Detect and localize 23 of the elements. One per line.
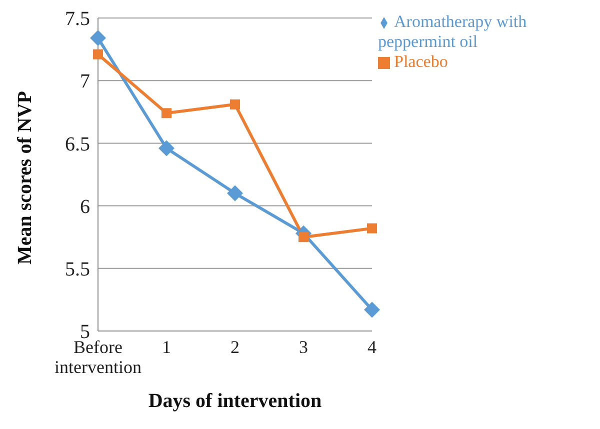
- y-tick-label: 6: [80, 196, 90, 218]
- y-axis-title: Mean scores of NVP: [14, 91, 36, 264]
- y-tick-label: 5.5: [65, 258, 90, 280]
- point: [162, 108, 172, 118]
- x-tick-label: 3: [299, 337, 308, 357]
- point: [230, 99, 240, 110]
- point: [367, 223, 377, 234]
- point: [364, 302, 380, 318]
- legend-label: Aromatherapy with peppermint oil: [378, 12, 527, 51]
- x-tick-label: Before intervention: [54, 337, 142, 377]
- y-tick-label: 7.5: [65, 8, 90, 30]
- x-tick-label: 2: [230, 337, 240, 357]
- x-tick-label: 1: [162, 337, 171, 357]
- point: [227, 185, 243, 202]
- y-tick-label: 7: [80, 70, 90, 93]
- legend-label: Placebo: [394, 52, 448, 71]
- point: [158, 140, 174, 156]
- point: [298, 232, 308, 242]
- point: [93, 49, 103, 60]
- point: [90, 30, 106, 46]
- x-axis-title: Days of intervention: [148, 390, 322, 412]
- y-tick-label: 6.5: [65, 133, 90, 156]
- x-tick-label: 4: [368, 337, 376, 357]
